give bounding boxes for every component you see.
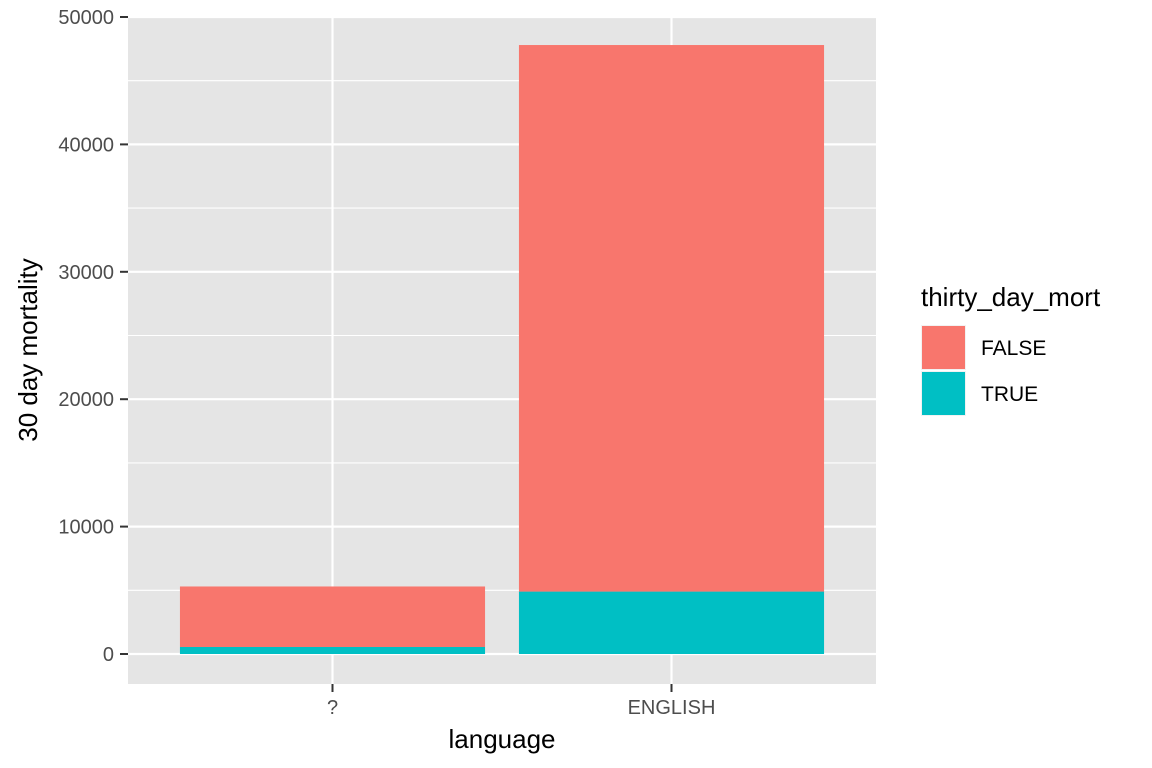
legend-title: thirty_day_mort xyxy=(921,282,1101,312)
bar-false-english xyxy=(518,45,825,592)
y-tick-label: 30000 xyxy=(58,262,114,284)
x-tick-label: ENGLISH xyxy=(628,697,716,719)
legend-swatch-false xyxy=(922,326,965,369)
legend-label-false: FALSE xyxy=(981,337,1046,360)
y-tick-label: 10000 xyxy=(58,517,114,539)
x-axis-title: language xyxy=(449,724,556,754)
bar-true-unknown xyxy=(179,646,486,654)
bar-true-english xyxy=(518,591,825,654)
y-axis-title: 30 day mortality xyxy=(13,258,43,442)
legend-label-true: TRUE xyxy=(981,383,1038,406)
x-tick-label: ? xyxy=(327,697,338,719)
x-axis-ticks: ? ENGLISH xyxy=(327,684,715,719)
y-tick-label: 0 xyxy=(103,644,114,666)
y-tick-label: 50000 xyxy=(58,7,114,29)
legend: thirty_day_mort FALSE TRUE xyxy=(921,282,1101,416)
legend-swatch-true xyxy=(922,372,965,415)
y-axis-ticks: 0 10000 20000 30000 40000 50000 xyxy=(58,7,128,666)
y-tick-label: 20000 xyxy=(58,389,114,411)
bar-false-unknown xyxy=(179,586,486,647)
bars xyxy=(179,45,825,654)
y-tick-label: 40000 xyxy=(58,134,114,156)
